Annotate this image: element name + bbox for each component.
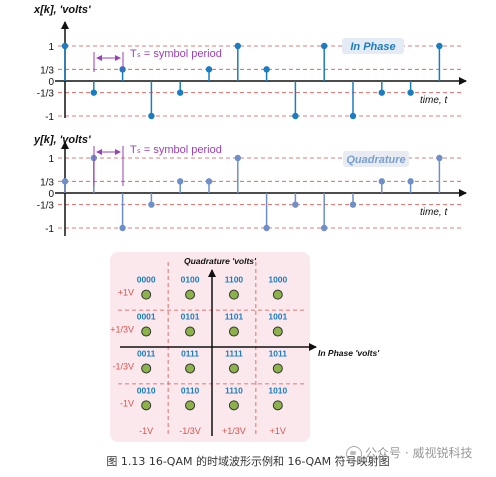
ip-sample-point xyxy=(436,42,443,50)
constellation-point xyxy=(228,326,239,337)
qd-tick-label: -1/3 xyxy=(37,201,55,212)
constellation-point xyxy=(228,400,239,411)
qd-sample-point xyxy=(407,178,414,185)
qd-sample-point xyxy=(378,178,385,185)
inphase-legend: In Phase xyxy=(350,41,395,53)
constellation-y-axis-label: Quadrature 'volts' xyxy=(184,256,257,266)
qd-sample-point xyxy=(177,178,184,185)
quadrature-time-label: time, t xyxy=(420,207,448,218)
constellation-point xyxy=(185,289,196,300)
constellation-code-label: 1110 xyxy=(225,385,243,395)
constellation-point xyxy=(272,289,283,300)
constellation-code-label: 0000 xyxy=(137,275,156,285)
qd-sample-point xyxy=(349,201,357,208)
ip-sample-point xyxy=(407,89,414,96)
inphase-ylabel: x[k], 'volts' xyxy=(33,4,91,16)
constellation-point xyxy=(272,400,283,411)
constellation-point xyxy=(228,363,239,374)
ip-tick-label: 1/3 xyxy=(40,65,54,76)
quadrature-plot: y[k], 'volts' 1 1/30-1/3 -1 Tₛ = symbol pe… xyxy=(33,134,467,236)
constellation-code-label: 0101 xyxy=(181,312,200,322)
ip-sample-point xyxy=(90,89,98,96)
constellation-col-label: -1/3V xyxy=(179,426,201,436)
ip-sample-point xyxy=(234,42,241,50)
constellation-row-label: -1/3V xyxy=(112,361,134,371)
qd-tick-label: 1/3 xyxy=(40,177,54,188)
constellation-row-label: +1V xyxy=(118,288,134,298)
ip-tick-label: 1 xyxy=(48,42,54,53)
constellation-code-label: 0100 xyxy=(181,275,200,285)
qd-sample-point xyxy=(119,224,126,232)
constellation-point xyxy=(228,289,239,300)
quadrature-ts-marker xyxy=(93,146,124,186)
constellation-point xyxy=(185,363,196,374)
wechat-icon xyxy=(346,445,362,462)
constellation-code-label: 1011 xyxy=(269,348,288,358)
constellation-point xyxy=(272,363,283,374)
qd-sample-point xyxy=(292,201,299,208)
quadrature-legend-box xyxy=(343,151,409,167)
constellation-code-label: 0111 xyxy=(181,348,199,358)
inphase-time-label: time, t xyxy=(420,95,448,106)
inphase-plot: x[k], 'volts' 1 1/30-1/3 -1 Tₛ = symbol pe… xyxy=(33,4,467,123)
constellation-point xyxy=(141,363,152,374)
qd-tick-label: 0 xyxy=(48,189,54,200)
qd-sample-point xyxy=(148,201,155,208)
figure-caption: 图 1.13 16-QAM 的时域波形示例和 16-QAM 符号映射图 xyxy=(106,455,390,468)
qd-sample-point xyxy=(234,154,241,162)
ip-tick-label: -1 xyxy=(45,112,54,123)
constellation-point xyxy=(272,326,283,337)
ip-sample-point xyxy=(349,112,357,120)
constellation-point xyxy=(141,400,152,411)
constellation-code-label: 1001 xyxy=(268,312,287,322)
quadrature-ts-label: Tₛ = symbol period xyxy=(130,144,222,156)
qd-sample-point xyxy=(436,154,443,162)
constellation-x-axis-label: In Phase 'volts' xyxy=(318,348,380,358)
inphase-ts-label: Tₛ = symbol period xyxy=(130,48,222,60)
inphase-ts-marker xyxy=(93,52,124,72)
constellation-col-label: +1V xyxy=(270,426,286,436)
constellation-point xyxy=(185,326,196,337)
qd-sample-point xyxy=(321,224,328,232)
constellation-code-label: 1111 xyxy=(225,348,243,358)
constellation-point xyxy=(185,400,196,411)
qd-tick-label: 1 xyxy=(48,154,54,165)
constellation-code-label: 1010 xyxy=(268,385,287,395)
constellation-diagram: Quadrature 'volts' In Phase 'volts' +1V +… xyxy=(110,252,380,442)
watermark-text: 公众号 · 威视锐科技 xyxy=(365,446,473,460)
ip-sample-point xyxy=(177,89,184,96)
constellation-code-label: 0010 xyxy=(137,385,156,395)
qd-sample-point xyxy=(205,178,213,185)
qd-sample-point xyxy=(61,178,69,185)
qd-sample-point xyxy=(263,224,270,232)
constellation-col-label: -1V xyxy=(139,426,153,436)
watermark: 公众号 · 威视锐科技 xyxy=(346,444,472,462)
ip-sample-point xyxy=(263,66,270,73)
ip-tick-label: 0 xyxy=(48,77,54,88)
ip-sample-point xyxy=(378,89,385,96)
ip-sample-point xyxy=(292,112,299,120)
quadrature-ylabel: y[k], 'volts' xyxy=(33,134,91,146)
quadrature-legend: Quadrature xyxy=(346,154,405,166)
ip-sample-point xyxy=(205,66,213,73)
ip-sample-point xyxy=(148,112,155,120)
qd-tick-label: -1 xyxy=(45,224,54,235)
constellation-row-label: +1/3V xyxy=(110,325,134,335)
constellation-row-label: -1V xyxy=(120,398,134,408)
constellation-code-label: 1100 xyxy=(225,275,244,285)
ip-sample-point xyxy=(321,42,328,50)
constellation-point xyxy=(141,326,152,337)
constellation-code-label: 0001 xyxy=(137,312,156,322)
constellation-point xyxy=(141,289,152,300)
constellation-code-label: 0110 xyxy=(181,385,200,395)
constellation-code-label: 0011 xyxy=(137,348,156,358)
constellation-col-label: +1/3V xyxy=(222,426,246,436)
ip-tick-label: -1/3 xyxy=(37,89,55,100)
constellation-code-label: 1101 xyxy=(225,312,244,322)
inphase-legend-box xyxy=(342,38,404,54)
ip-sample-point xyxy=(61,42,69,50)
constellation-code-label: 1000 xyxy=(268,275,287,285)
